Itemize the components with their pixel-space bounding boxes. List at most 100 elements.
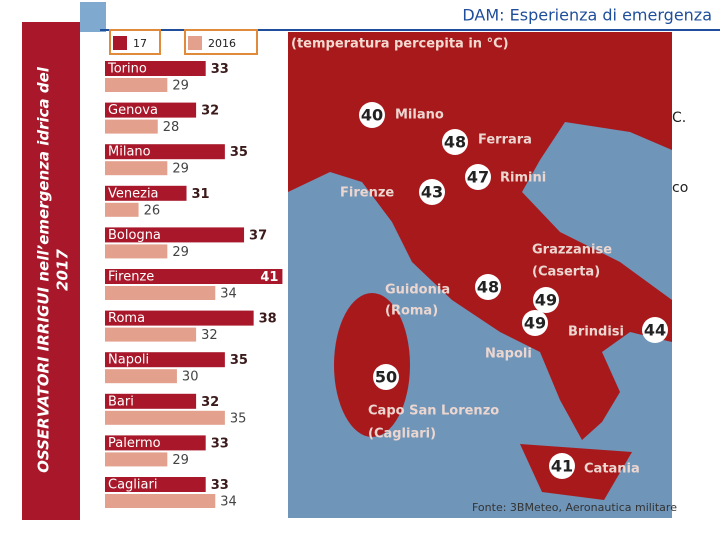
station-value: 41 (551, 457, 573, 476)
value-label: 32 (201, 328, 218, 343)
bar (105, 244, 168, 259)
station-marker (359, 102, 385, 128)
legend-frame (184, 29, 258, 55)
station-name: Ferrara (478, 133, 532, 148)
value-label: 31 (192, 187, 210, 202)
mainland (288, 32, 672, 440)
map-source: Fonte: 3BMeteo, Aeronautica militare (472, 501, 677, 514)
bar (105, 269, 283, 284)
station-marker (642, 317, 668, 343)
category-label: Bologna (108, 228, 161, 243)
thumbnail-map (80, 2, 106, 32)
station-value: 48 (477, 278, 499, 297)
bar (105, 286, 216, 300)
station-value: 44 (644, 321, 666, 340)
category-label: Bari (108, 394, 134, 409)
bar (105, 102, 197, 118)
station-value: 49 (535, 291, 557, 310)
bar (105, 144, 225, 160)
category-label: Venezia (108, 186, 159, 201)
bar (105, 477, 206, 492)
station-marker (419, 179, 445, 205)
map (288, 32, 672, 518)
station-value: 47 (467, 168, 489, 187)
station-subname: (Cagliari) (368, 427, 436, 442)
bar (105, 202, 139, 217)
header: DAM: Esperienza di emergenza (462, 6, 712, 25)
bar (105, 61, 206, 76)
value-label: 28 (163, 120, 180, 135)
legend-label: 2016 (208, 37, 236, 50)
side-band (22, 22, 80, 520)
side-title: OSSERVATORI IRRIGUI nell’emergenza idric… (35, 66, 53, 473)
station-name: Guidonia (385, 283, 450, 298)
bar (105, 185, 187, 201)
value-label: 35 (230, 353, 248, 368)
bar (105, 119, 158, 134)
value-label: 29 (172, 453, 189, 468)
value-label: 34 (220, 287, 237, 302)
value-label: 37 (249, 228, 267, 243)
category-label: Cagliari (108, 478, 157, 493)
station-marker (549, 453, 575, 479)
bar (105, 161, 168, 176)
bar (105, 227, 245, 243)
value-label: 26 (144, 203, 161, 218)
category-label: Torino (107, 62, 147, 77)
category-label: Firenze (108, 270, 154, 285)
station-marker (475, 274, 501, 300)
note: C. (672, 110, 686, 126)
sicily (520, 444, 632, 500)
value-label: 30 (182, 370, 199, 385)
station-subname: (Caserta) (532, 265, 600, 280)
bar (105, 78, 168, 92)
side-year: 2017 (54, 249, 72, 291)
legend-label: 17 (133, 37, 147, 50)
station-value: 43 (421, 183, 443, 202)
value-label: 33 (211, 436, 229, 451)
bar (105, 393, 197, 409)
category-label: Napoli (108, 353, 149, 368)
category-label: Genova (108, 103, 158, 118)
value-label: 41 (260, 270, 278, 285)
value-label: 32 (201, 104, 219, 119)
value-label: 29 (172, 79, 189, 94)
station-value: 49 (524, 314, 546, 333)
legend-swatch (113, 36, 127, 50)
map-title: (temperatura percepita in °C) (291, 37, 509, 52)
station-marker (373, 364, 399, 390)
bar (105, 352, 225, 368)
category-label: Milano (108, 145, 151, 160)
value-label: 29 (172, 245, 189, 260)
station-value: 50 (375, 368, 397, 387)
bar (105, 327, 197, 342)
station-name: Napoli (485, 347, 532, 362)
station-subname: (Roma) (385, 304, 438, 319)
bar (105, 435, 206, 451)
station-name: Brindisi (568, 325, 624, 340)
value-label: 32 (201, 395, 219, 410)
value-label: 35 (230, 411, 247, 426)
legend-frame (109, 29, 161, 55)
value-label: 33 (211, 478, 229, 493)
value-label: 38 (259, 312, 277, 327)
bar (105, 369, 177, 384)
legend-swatch (188, 36, 202, 50)
value-label: 34 (220, 495, 237, 510)
station-name: Capo San Lorenzo (368, 404, 499, 419)
note: co (672, 180, 688, 196)
station-marker (442, 129, 468, 155)
bar (105, 410, 225, 425)
station-value: 48 (444, 133, 466, 152)
station-name: Milano (395, 108, 444, 123)
value-label: 35 (230, 145, 248, 160)
station-marker (465, 164, 491, 190)
station-marker (522, 310, 548, 336)
category-label: Roma (108, 311, 145, 326)
station-name: Rimini (500, 171, 546, 186)
station-value: 40 (361, 106, 383, 125)
sardinia (334, 293, 410, 437)
station-marker (533, 287, 559, 313)
bar (105, 494, 216, 508)
